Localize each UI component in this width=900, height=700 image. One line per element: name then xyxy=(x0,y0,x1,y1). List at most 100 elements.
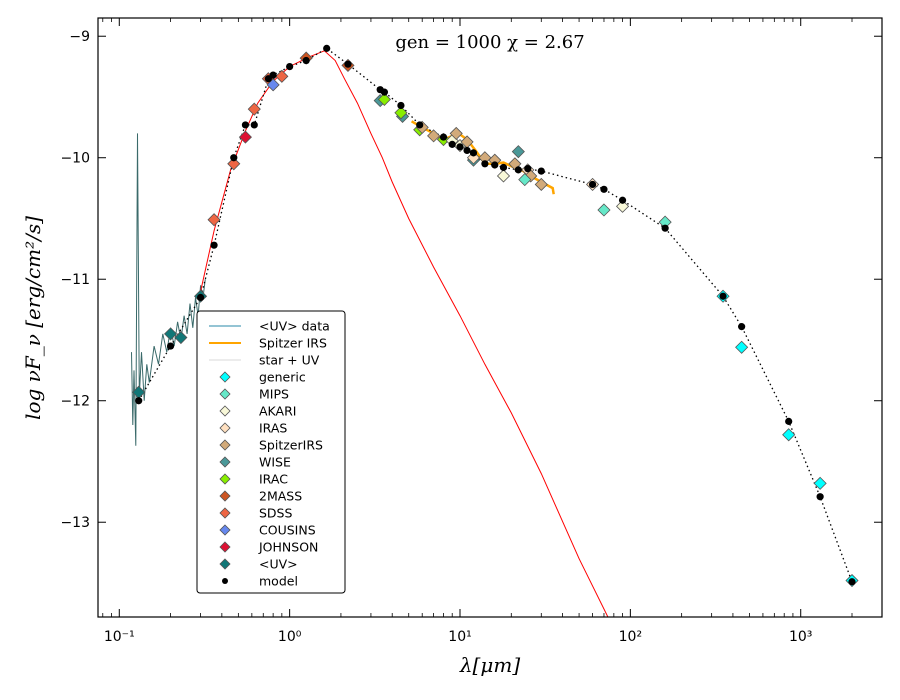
model-point-30 xyxy=(618,196,627,204)
point-sdss-1 xyxy=(227,157,241,171)
model-point-33 xyxy=(738,323,746,331)
plot-area xyxy=(131,44,859,617)
x-tick-label-4: 10³ xyxy=(789,629,812,645)
point-sdss-0 xyxy=(207,213,221,227)
plot-content xyxy=(131,44,859,617)
model-point-9 xyxy=(286,63,294,71)
y-tick-label-0: −9 xyxy=(69,29,90,45)
model-point-4 xyxy=(230,154,238,162)
point-sdss-2 xyxy=(247,102,261,116)
point-johnson-0 xyxy=(238,130,252,144)
legend: <UV> data Spitzer IRS star + UV generic MIPS… xyxy=(196,310,346,594)
model-point-1 xyxy=(166,342,175,350)
legend-label-wise: WISE xyxy=(259,455,291,470)
legend-swatch-uv xyxy=(219,558,231,570)
x-axis-label: λ[μm] xyxy=(459,653,520,677)
model-point-14 xyxy=(380,88,389,96)
legend-label-uv-data: <UV> data xyxy=(259,319,330,334)
point-generic-2 xyxy=(782,428,796,442)
point-spitzerirs-8 xyxy=(534,177,548,192)
legend-swatch-2mass xyxy=(219,490,231,502)
y-tick-label-4: −13 xyxy=(60,515,90,531)
point-akari-3 xyxy=(615,199,630,213)
legend-label-spitzerirs: SpitzerIRS xyxy=(259,438,323,453)
model-point-8 xyxy=(269,71,277,79)
model-point-24 xyxy=(499,163,508,172)
legend-swatch-wise xyxy=(219,456,231,468)
legend-label-spitzer-irs: Spitzer IRS xyxy=(259,336,327,351)
model-point-36 xyxy=(848,578,856,586)
model-point-34 xyxy=(785,417,793,425)
model-point-20 xyxy=(463,146,471,155)
model-point-31 xyxy=(661,224,669,232)
model-point-17 xyxy=(439,133,448,141)
model-point-15 xyxy=(397,101,405,110)
model-point-26 xyxy=(524,165,532,173)
point-uv-2 xyxy=(174,330,188,345)
legend-label-star-uv: star + UV xyxy=(259,353,320,368)
point-irac-0 xyxy=(377,92,391,106)
model-point-27 xyxy=(537,167,545,175)
legend-swatch-irac xyxy=(219,473,231,485)
legend-label-cousins: COUSINS xyxy=(259,523,316,538)
legend-label-johnson: JOHNSON xyxy=(258,540,318,555)
y-tick-label-2: −11 xyxy=(60,272,90,288)
model-point-23 xyxy=(491,161,499,169)
legend-label-uv: <UV> xyxy=(259,557,298,572)
point-irac-1 xyxy=(394,106,408,120)
legend-label-model: model xyxy=(259,574,298,589)
point-spitzerirs-1 xyxy=(427,129,441,143)
point-mips-1 xyxy=(597,203,611,217)
legend-label-2mass: 2MASS xyxy=(259,489,302,504)
model-point-19 xyxy=(456,143,464,151)
legend-swatch-cousins xyxy=(219,524,231,536)
model-point-2 xyxy=(196,293,205,302)
model-point-11 xyxy=(323,44,331,52)
legend-swatch-sdss xyxy=(219,507,231,519)
model-point-29 xyxy=(600,185,608,193)
model-point-25 xyxy=(514,166,522,174)
y-axis-label: log νF_ν [erg/cm²/s] xyxy=(21,216,45,420)
point-sdss-4 xyxy=(275,69,289,83)
point-akari-2 xyxy=(496,169,511,183)
legend-label-generic: generic xyxy=(259,370,306,385)
legend-label-irac: IRAC xyxy=(259,472,288,487)
x-tick-label-2: 10¹ xyxy=(448,629,471,645)
model-point-28 xyxy=(588,180,597,189)
x-tick-label-1: 10⁰ xyxy=(278,629,302,645)
legend-swatch-johnson xyxy=(219,541,231,553)
point-cousins-0 xyxy=(266,78,280,92)
legend-swatch-mips xyxy=(219,388,231,400)
legend-swatch-model xyxy=(222,578,228,584)
model-point-18 xyxy=(448,140,456,148)
point-wise-3 xyxy=(511,145,525,159)
point-uv-1 xyxy=(164,327,178,341)
point-generic-1 xyxy=(735,340,749,354)
model-point-35 xyxy=(816,493,824,501)
legend-swatch-generic xyxy=(219,371,231,383)
model-point-12 xyxy=(344,60,352,68)
model-point-6 xyxy=(250,121,258,129)
model-point-10 xyxy=(302,56,310,65)
model-point-0 xyxy=(135,397,143,405)
model-point-21 xyxy=(469,149,478,157)
legend-swatch-spitzerirs xyxy=(219,439,231,451)
legend-label-iras: IRAS xyxy=(259,421,287,436)
legend-box xyxy=(196,310,346,594)
plot-frame xyxy=(97,17,883,618)
point-spitzerirs-2 xyxy=(449,126,463,140)
model-point-32 xyxy=(719,292,727,300)
legend-swatch-akari xyxy=(219,405,231,417)
x-tick-label-0: 10⁻¹ xyxy=(104,629,135,645)
model-point-16 xyxy=(416,121,424,129)
legend-label-akari: AKARI xyxy=(259,404,296,419)
legend-swatch-iras xyxy=(219,422,231,434)
legend-label-mips: MIPS xyxy=(259,387,289,402)
x-tick-label-3: 10² xyxy=(619,629,642,645)
y-tick-label-3: −12 xyxy=(60,394,90,410)
model-point-5 xyxy=(241,121,250,129)
model-point-3 xyxy=(210,241,218,249)
point-mips-0 xyxy=(518,173,532,187)
